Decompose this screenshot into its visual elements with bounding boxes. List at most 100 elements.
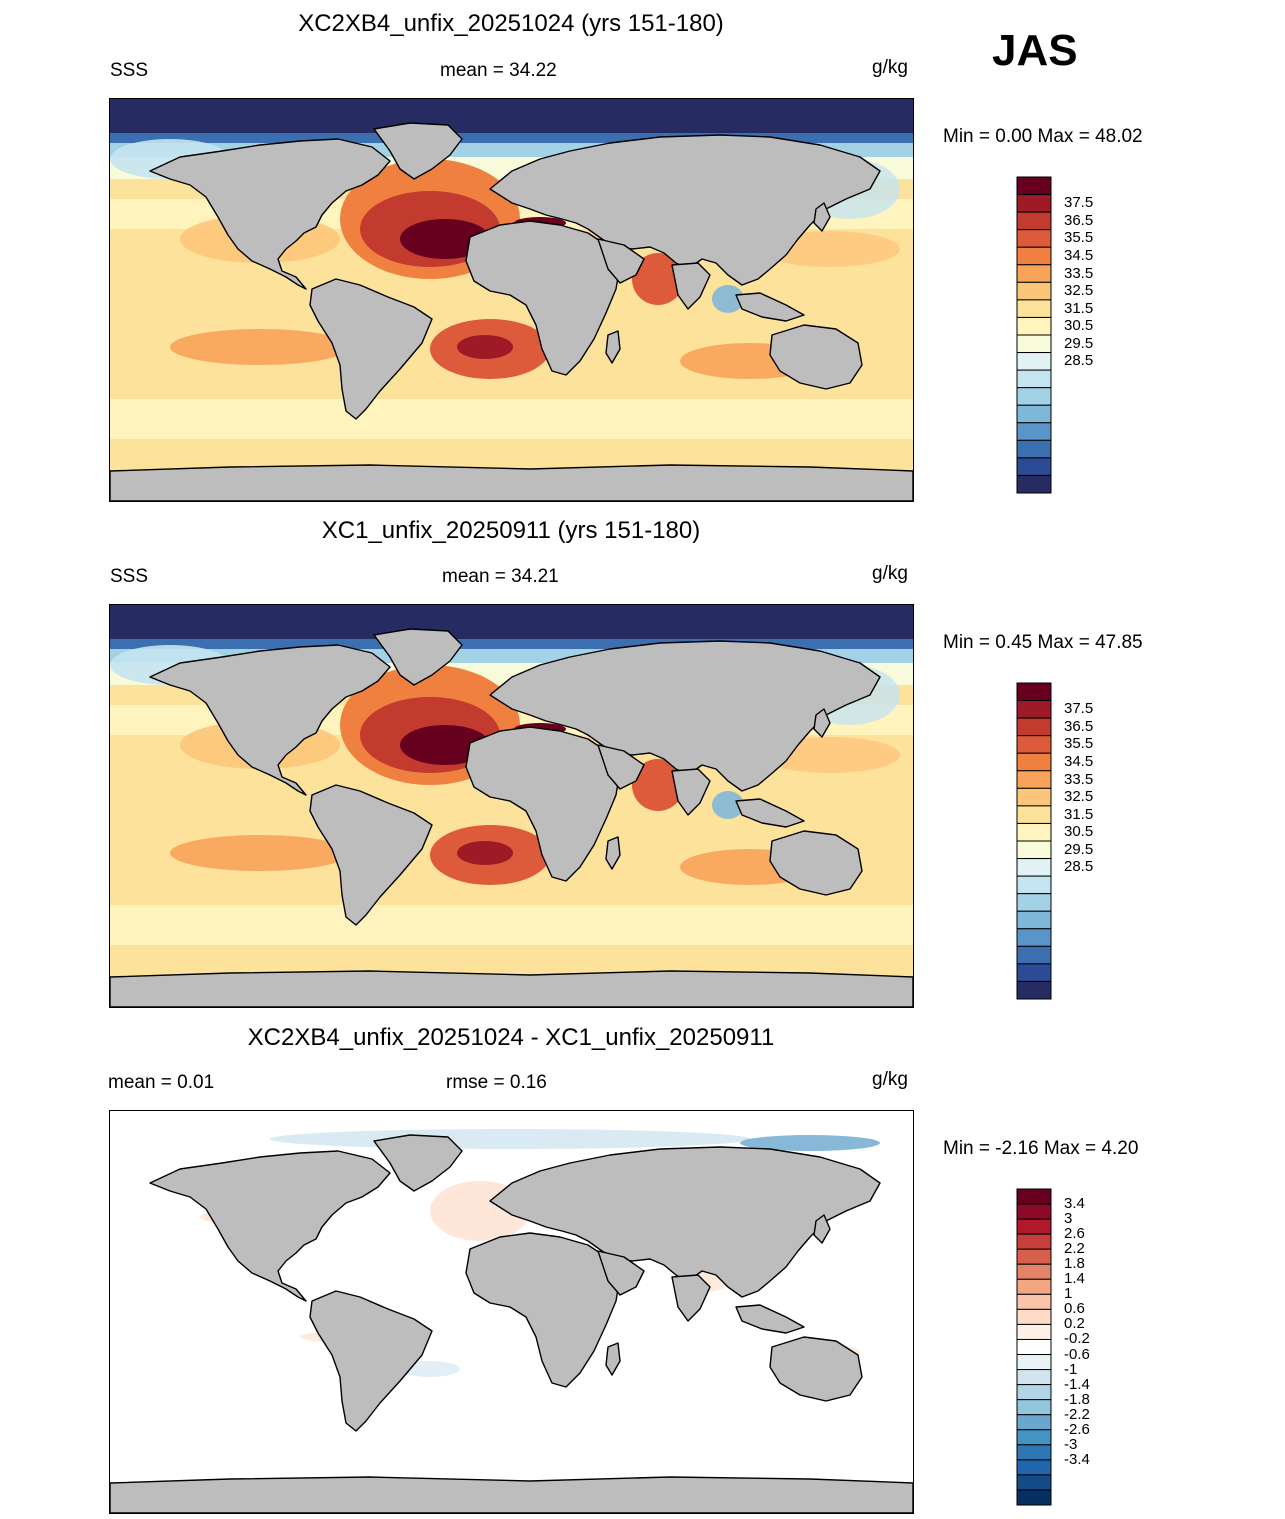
colorbar-swatch xyxy=(1016,752,1052,772)
colorbar-swatch xyxy=(1016,404,1052,424)
field-patch xyxy=(457,335,513,359)
colorbar-swatch xyxy=(1016,1263,1052,1280)
colorbar-swatch xyxy=(1016,1248,1052,1265)
colorbar-swatch xyxy=(1016,1459,1052,1476)
colorbar-tick-label: 1 xyxy=(1064,1285,1073,1303)
colorbar-swatch xyxy=(1016,787,1052,807)
land-mass xyxy=(309,784,433,926)
colorbar-swatch xyxy=(1016,1474,1052,1491)
land-mass xyxy=(735,798,805,828)
colorbar-swatch xyxy=(1016,1429,1052,1446)
field-patch xyxy=(170,329,350,365)
colorbar-swatch xyxy=(1016,352,1052,371)
panel3-title: XC2XB4_unfix_20251024 - XC1_unfix_202509… xyxy=(247,1024,775,1051)
colorbar-swatch xyxy=(1016,387,1052,406)
land-mass xyxy=(149,1150,391,1302)
colorbar-swatch xyxy=(1016,1489,1052,1506)
land-mass xyxy=(465,1232,621,1388)
land-mass xyxy=(149,138,391,290)
colorbar-swatch xyxy=(1016,1444,1052,1461)
land-mass xyxy=(489,1146,881,1298)
colorbar-tick-label: 0.2 xyxy=(1064,1315,1085,1333)
land-mass xyxy=(465,726,621,882)
land-mass xyxy=(813,1214,831,1244)
colorbar-tick-label: -1.8 xyxy=(1064,1390,1090,1408)
field-patch xyxy=(270,1129,750,1149)
field-band xyxy=(110,399,913,439)
colorbar-tick-label: 1.8 xyxy=(1064,1255,1085,1273)
field-patch xyxy=(632,759,684,811)
colorbar-tick-label: 0.6 xyxy=(1064,1300,1085,1318)
land-mass xyxy=(605,330,621,364)
colorbar-tick-label: 2.2 xyxy=(1064,1240,1085,1258)
colorbar-tick-label: 1.4 xyxy=(1064,1270,1085,1288)
colorbar-tick-label: -2.6 xyxy=(1064,1420,1090,1438)
colorbar-swatch xyxy=(1016,770,1052,789)
colorbar-swatch xyxy=(1016,334,1052,354)
colorbar-swatch xyxy=(1016,858,1052,877)
land-mass xyxy=(373,1134,463,1192)
colorbar-swatches xyxy=(1016,176,1052,494)
land-mass xyxy=(597,744,645,790)
land-mass xyxy=(373,122,463,180)
season-label: JAS xyxy=(992,26,1078,75)
colorbar-tick-label: 35.5 xyxy=(1064,735,1094,753)
colorbar-swatch xyxy=(1016,457,1052,476)
colorbar-tick-label: 32.5 xyxy=(1064,282,1094,300)
land-mass xyxy=(671,262,711,310)
colorbar-swatch xyxy=(1016,1338,1052,1356)
colorbar-tick-label: 3.4 xyxy=(1064,1195,1085,1213)
colorbar-swatch xyxy=(1016,928,1052,947)
field-band xyxy=(110,639,913,649)
land-mass xyxy=(735,1304,805,1334)
colorbar-swatch xyxy=(1016,211,1052,231)
colorbar-tick-label: -1 xyxy=(1064,1360,1078,1378)
colorbar-tick-label: 30.5 xyxy=(1064,317,1094,335)
colorbar-tick-label: 36.5 xyxy=(1064,717,1094,735)
colorbar-swatch xyxy=(1016,700,1052,719)
field-band xyxy=(110,439,913,469)
colorbar-swatch xyxy=(1016,299,1052,318)
land-mass xyxy=(671,768,711,816)
colorbar-tick-label: 2.6 xyxy=(1064,1225,1085,1243)
panel3-rmse-label: rmse = 0.16 xyxy=(446,1072,547,1093)
field-band xyxy=(110,905,913,945)
colorbar-tick-label: 3 xyxy=(1064,1210,1073,1228)
colorbar-swatch xyxy=(1016,264,1052,283)
land-mass xyxy=(605,836,621,870)
colorbar-tick-label: 35.5 xyxy=(1064,229,1094,247)
land-mass xyxy=(597,1250,645,1296)
colorbar-swatch xyxy=(1016,1203,1052,1220)
panel2-map-svg xyxy=(110,605,913,1007)
colorbar-swatches xyxy=(1016,1188,1052,1506)
panel2-title: XC1_unfix_20250911 (yrs 151-180) xyxy=(321,517,701,544)
colorbar-swatch xyxy=(1016,840,1052,860)
panel2-mean-label: mean = 34.21 xyxy=(442,566,559,587)
colorbar-swatch xyxy=(1016,1233,1052,1250)
land-mass xyxy=(735,292,805,322)
colorbar-tick-label: 33.5 xyxy=(1064,770,1094,788)
colorbar-swatch xyxy=(1016,1218,1052,1235)
panel3-map-svg xyxy=(110,1111,913,1513)
colorbar-swatch xyxy=(1016,945,1052,965)
panel3-map xyxy=(109,1110,914,1514)
land-mass xyxy=(597,238,645,284)
land-mass xyxy=(110,464,913,501)
land-mass xyxy=(110,970,913,1007)
colorbar-swatches xyxy=(1016,682,1052,1000)
colorbar-swatch xyxy=(1016,805,1052,824)
colorbar-swatch xyxy=(1016,1384,1052,1401)
panel1-map-svg xyxy=(110,99,913,501)
colorbar-swatch xyxy=(1016,1308,1052,1325)
colorbar-swatch xyxy=(1016,1369,1052,1386)
colorbar-swatch xyxy=(1016,1323,1052,1340)
land-mass xyxy=(149,644,391,796)
panel1-variable-label: SSS xyxy=(110,60,149,81)
panel1-map xyxy=(109,98,914,502)
colorbar-tick-label: -3 xyxy=(1064,1435,1078,1453)
colorbar-swatch xyxy=(1016,910,1052,930)
colorbar-tick-label: 31.5 xyxy=(1064,299,1094,317)
colorbar-tick-label: -2.2 xyxy=(1064,1405,1090,1423)
colorbar-swatch xyxy=(1016,963,1052,982)
field-patch xyxy=(712,791,744,819)
